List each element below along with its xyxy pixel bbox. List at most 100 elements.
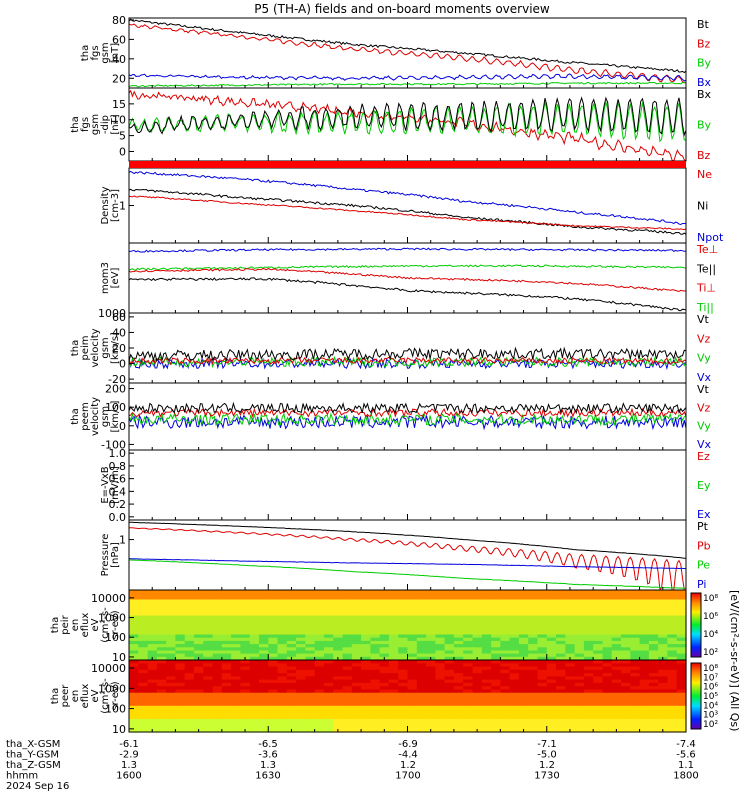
spectrogram-cell xyxy=(546,692,557,697)
spectrogram-cell xyxy=(630,715,641,720)
spectrogram-cell xyxy=(500,709,511,713)
spectrogram-cell xyxy=(351,637,362,642)
spectrogram-cell xyxy=(546,596,557,601)
spectrogram-cell xyxy=(528,663,539,668)
spectrogram-cell xyxy=(509,640,520,645)
spectrogram-cell xyxy=(565,590,576,594)
spectrogram-cell xyxy=(658,673,668,677)
spectrogram-cell xyxy=(323,634,334,639)
orbit-value: -3.6 xyxy=(258,750,278,761)
spectrogram-cell xyxy=(435,666,446,671)
spectrogram-cell xyxy=(184,679,195,684)
spectrogram-cell xyxy=(240,640,251,645)
legend-entry: Ni xyxy=(697,200,708,213)
spectrogram-cell xyxy=(639,647,650,652)
spectrogram-cell xyxy=(583,599,594,604)
spectrogram-cell xyxy=(342,599,353,604)
spectrogram-cell xyxy=(147,593,158,597)
spectrogram-cell xyxy=(138,640,149,645)
spectrogram-cell xyxy=(537,631,548,636)
spectrogram-cell xyxy=(166,631,176,636)
spectrogram-cell xyxy=(435,692,446,697)
spectrogram-cell xyxy=(593,637,604,642)
spectrogram-cell xyxy=(342,628,353,632)
spectrogram-cell xyxy=(259,722,269,727)
spectrogram-cell xyxy=(667,618,678,623)
spectrogram-cell xyxy=(509,647,520,652)
spectrogram-cell xyxy=(277,679,288,684)
spectrogram-cell xyxy=(556,650,566,655)
spectrogram-cell xyxy=(676,673,687,677)
spectrogram-cell xyxy=(231,612,241,617)
series-Vz-line xyxy=(128,356,687,366)
spectrogram-cell xyxy=(268,644,279,648)
spectrogram-cell xyxy=(472,612,483,617)
spectrogram-cell xyxy=(667,718,678,723)
spectrogram-cell xyxy=(203,593,214,597)
spectrogram-cell xyxy=(574,605,585,610)
spectrogram-cell xyxy=(296,647,306,652)
spectrogram-cell xyxy=(593,640,604,645)
spectrogram-cell xyxy=(481,631,492,636)
spectrogram-cell xyxy=(426,602,436,607)
spectrogram-cell xyxy=(323,692,334,697)
spectrogram-cell xyxy=(342,709,353,713)
spectrogram-cell xyxy=(259,640,269,645)
spectrogram-cell xyxy=(323,715,334,720)
spectrogram-cell xyxy=(398,621,409,626)
spectrogram-cell xyxy=(426,593,436,597)
spectrogram-cell xyxy=(556,728,566,733)
spectrogram-cell xyxy=(407,699,418,704)
spectrogram-cell xyxy=(156,709,167,713)
spectrogram-cell xyxy=(602,640,613,645)
spectrogram-cell xyxy=(379,715,390,720)
spectrogram-cell xyxy=(472,669,483,674)
spectrogram-cell xyxy=(574,599,585,604)
spectrogram-cell xyxy=(268,682,279,687)
spectrogram-cell xyxy=(537,722,548,727)
spectrogram-cell xyxy=(528,673,539,677)
spectrogram-cell xyxy=(184,669,195,674)
spectrogram-cell xyxy=(463,605,474,610)
spectrogram-cell xyxy=(537,689,548,694)
spectrogram-cell xyxy=(166,679,176,684)
spectrogram-cell xyxy=(129,599,139,604)
spectrogram-cell xyxy=(305,618,316,623)
spectrogram-cell xyxy=(648,637,659,642)
spectrogram-cell xyxy=(277,609,288,613)
spectrogram-cell xyxy=(602,631,613,636)
spectrogram-cell xyxy=(361,692,371,697)
spectrogram-cell xyxy=(398,663,409,668)
spectrogram-cell xyxy=(175,631,186,636)
spectrogram-cell xyxy=(379,609,390,613)
spectrogram-cell xyxy=(658,689,668,694)
spectrogram-cell xyxy=(203,612,214,617)
spectrogram-cell xyxy=(426,644,436,648)
spectrogram-cell xyxy=(435,682,446,687)
spectrogram-cell xyxy=(286,640,297,645)
spectrogram-cell xyxy=(379,702,390,707)
spectrogram-cell xyxy=(277,689,288,694)
spectrogram-cell xyxy=(500,682,511,687)
spectrogram-cell xyxy=(175,682,186,687)
spectrogram-cell xyxy=(472,650,483,655)
spectrogram-cell xyxy=(398,660,409,664)
y-axis-label-line: fgs xyxy=(90,45,101,60)
spectrogram-cell xyxy=(323,618,334,623)
spectrogram-cell xyxy=(268,615,279,620)
spectrogram-cell xyxy=(565,628,576,632)
spectrogram-cell xyxy=(593,666,604,671)
spectrogram-cell xyxy=(658,705,668,710)
spectrogram-cell xyxy=(138,696,149,700)
spectrogram-cell xyxy=(481,653,492,658)
y-axis-label-line: peir xyxy=(60,614,71,634)
spectrogram-cell xyxy=(268,725,279,730)
legend-entry: Vx xyxy=(697,371,712,384)
spectrogram-cell xyxy=(528,634,539,639)
spectrogram-cell xyxy=(249,647,260,652)
spectrogram-cell xyxy=(602,637,613,642)
spectrogram-cell xyxy=(546,644,557,648)
legend-entry: Vx xyxy=(697,438,712,451)
spectrogram-cell xyxy=(500,602,511,607)
spectrogram-cell xyxy=(147,631,158,636)
